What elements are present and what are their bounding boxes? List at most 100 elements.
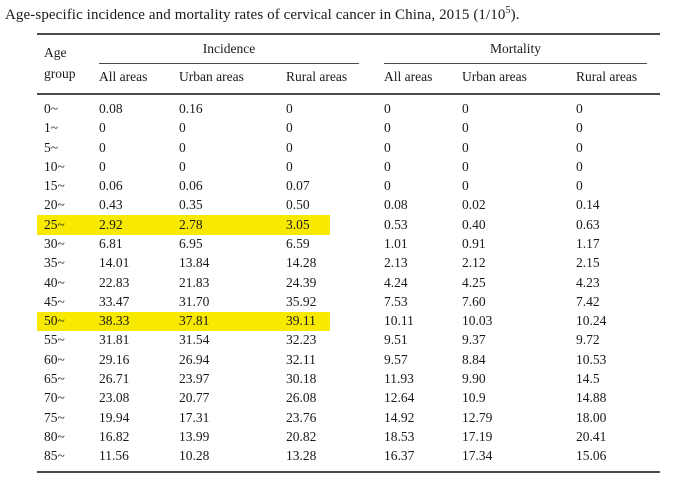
table-row-highlighted: 25~ 2.92 2.78 3.05 0.53 0.40 0.63 bbox=[37, 215, 660, 235]
mortality-all-cell: 0 bbox=[384, 101, 391, 116]
table-row: 85~ 11.56 10.28 13.28 16.37 17.34 15.06 bbox=[37, 447, 660, 472]
mortality-urban-cell: 2.12 bbox=[462, 255, 486, 271]
incidence-urban-cell: 0.06 bbox=[179, 178, 203, 194]
age-cell: 0~ bbox=[44, 101, 59, 116]
age-group-header-label: Age group bbox=[44, 45, 76, 81]
table-row: 1~ 0 0 0 0 0 0 bbox=[37, 119, 660, 138]
incidence-urban-cell: 21.83 bbox=[179, 274, 210, 290]
incidence-all-cell: 22.83 bbox=[99, 274, 130, 290]
incidence-all-cell: 11.56 bbox=[99, 448, 129, 464]
table-row: 70~ 23.08 20.77 26.08 12.64 10.9 14.88 bbox=[37, 389, 660, 408]
incidence-rural-cell: 39.11 bbox=[286, 311, 385, 331]
mortality-urban-cell: 0 bbox=[462, 120, 469, 136]
age-cell: 1~ bbox=[44, 120, 59, 136]
table-row: 5~ 0 0 0 0 0 0 bbox=[37, 138, 660, 157]
incidence-all-cell: 16.82 bbox=[99, 428, 130, 444]
mortality-all-cell: 7.53 bbox=[384, 293, 408, 309]
incidence-rural-cell: 0.07 bbox=[286, 178, 310, 194]
table-body: 0~ 0.08 0.16 0 0 0 0 1~ 0 0 0 0 0 0 5~ 0 0 0 0 0 0 10~ 0 0 0 0 0 0 1… bbox=[37, 94, 660, 472]
age-cell: 80~ bbox=[44, 428, 65, 444]
mortality-urban-cell: 0 bbox=[462, 158, 469, 174]
incidence-urban-cell: 31.54 bbox=[179, 332, 210, 348]
incidence-rural-cell: 0 bbox=[286, 139, 293, 155]
incidence-all-cell: 38.33 bbox=[99, 311, 179, 331]
mortality-all-cell: 0 bbox=[384, 139, 391, 155]
mortality-rural-cell: 2.15 bbox=[576, 255, 600, 271]
incidence-all-cell: 0 bbox=[99, 120, 106, 136]
mortality-rural-cell: 0 bbox=[576, 139, 583, 155]
incidence-urban-cell: 0.35 bbox=[179, 197, 203, 213]
incidence-urban-cell: 20.77 bbox=[179, 390, 210, 406]
age-cell: 65~ bbox=[44, 370, 65, 386]
mortality-all-cell: 11.93 bbox=[384, 370, 414, 386]
mortality-rural-cell: 10.53 bbox=[576, 351, 607, 367]
age-cell: 15~ bbox=[44, 178, 65, 194]
age-cell: 20~ bbox=[44, 197, 65, 213]
mortality-rural-cell: 15.06 bbox=[576, 448, 607, 464]
incidence-urban-cell: 31.70 bbox=[179, 293, 210, 309]
incidence-urban-cell: 17.31 bbox=[179, 409, 210, 425]
mortality-urban-cell: 0.40 bbox=[462, 216, 486, 232]
incidence-rural-cell: 0 bbox=[286, 101, 293, 116]
mortality-urban-cell: 10.03 bbox=[462, 313, 493, 329]
incidence-urban-cell: 26.94 bbox=[179, 351, 210, 367]
mortality-rural-cell: 7.42 bbox=[576, 293, 600, 309]
mortality-urban-cell: 17.19 bbox=[462, 428, 493, 444]
table-row: 40~ 22.83 21.83 24.39 4.24 4.25 4.23 bbox=[37, 273, 660, 292]
incidence-rural-areas-header: Rural areas bbox=[286, 64, 385, 95]
mortality-all-cell: 10.11 bbox=[384, 313, 414, 329]
table-row: 60~ 29.16 26.94 32.11 9.57 8.84 10.53 bbox=[37, 350, 660, 369]
mortality-all-cell: 16.37 bbox=[384, 448, 415, 464]
mortality-all-cell: 0 bbox=[384, 120, 391, 136]
incidence-urban-cell: 13.84 bbox=[179, 255, 210, 271]
table-row: 65~ 26.71 23.97 30.18 11.93 9.90 14.5 bbox=[37, 370, 660, 389]
table-row: 30~ 6.81 6.95 6.59 1.01 0.91 1.17 bbox=[37, 235, 660, 254]
mortality-rural-cell: 1.17 bbox=[576, 235, 600, 251]
group-header-row: Age group Incidence Mortality bbox=[37, 34, 660, 95]
mortality-group-label: Mortality bbox=[384, 41, 648, 64]
incidence-rural-cell: 3.05 bbox=[286, 215, 385, 235]
table-row: 80~ 16.82 13.99 20.82 18.53 17.19 20.41 bbox=[37, 427, 660, 446]
mortality-rural-areas-header: Rural areas bbox=[576, 64, 661, 95]
table-row: 0~ 0.08 0.16 0 0 0 0 bbox=[37, 94, 660, 119]
incidence-rural-cell: 24.39 bbox=[286, 274, 317, 290]
mortality-all-cell: 4.24 bbox=[384, 274, 408, 290]
mortality-all-cell: 0 bbox=[384, 178, 391, 194]
incidence-all-cell: 6.81 bbox=[99, 235, 123, 251]
mortality-rural-cell: 20.41 bbox=[576, 428, 607, 444]
incidence-rural-cell: 32.23 bbox=[286, 332, 317, 348]
mortality-urban-cell: 12.79 bbox=[462, 409, 493, 425]
incidence-all-cell: 0.08 bbox=[99, 101, 123, 116]
age-cell: 60~ bbox=[44, 351, 65, 367]
mortality-rural-cell: 10.24 bbox=[576, 313, 607, 329]
mortality-urban-cell: 0.02 bbox=[462, 197, 486, 213]
mortality-urban-cell: 4.25 bbox=[462, 274, 486, 290]
incidence-all-cell: 23.08 bbox=[99, 390, 130, 406]
incidence-rural-cell: 23.76 bbox=[286, 409, 317, 425]
incidence-all-cell: 31.81 bbox=[99, 332, 130, 348]
mortality-urban-cell: 9.37 bbox=[462, 332, 486, 348]
mortality-all-cell: 1.01 bbox=[384, 235, 408, 251]
incidence-urban-cell: 0 bbox=[179, 139, 186, 155]
age-cell: 70~ bbox=[44, 390, 65, 406]
table-row: 10~ 0 0 0 0 0 0 bbox=[37, 157, 660, 176]
incidence-rural-cell: 20.82 bbox=[286, 428, 317, 444]
incidence-rural-cell: 14.28 bbox=[286, 255, 317, 271]
caption-text: Age-specific incidence and mortality rat… bbox=[5, 7, 506, 23]
data-table: Age group Incidence Mortality All areas … bbox=[37, 33, 661, 473]
age-cell: 75~ bbox=[44, 409, 65, 425]
incidence-all-cell: 2.92 bbox=[99, 215, 179, 235]
incidence-all-cell: 0.06 bbox=[99, 178, 123, 194]
incidence-urban-cell: 2.78 bbox=[179, 215, 286, 235]
mortality-urban-cell: 10.9 bbox=[462, 390, 486, 406]
mortality-rural-cell: 14.88 bbox=[576, 390, 607, 406]
incidence-urban-cell: 0 bbox=[179, 158, 186, 174]
incidence-all-cell: 29.16 bbox=[99, 351, 130, 367]
table-row: 55~ 31.81 31.54 32.23 9.51 9.37 9.72 bbox=[37, 331, 660, 350]
age-group-header-cell: Age group bbox=[37, 34, 99, 95]
caption-suffix: ). bbox=[510, 7, 520, 23]
age-cell: 10~ bbox=[44, 158, 65, 174]
age-cell: 50~ bbox=[37, 311, 99, 331]
incidence-all-cell: 0 bbox=[99, 139, 106, 155]
mortality-all-cell: 18.53 bbox=[384, 428, 415, 444]
